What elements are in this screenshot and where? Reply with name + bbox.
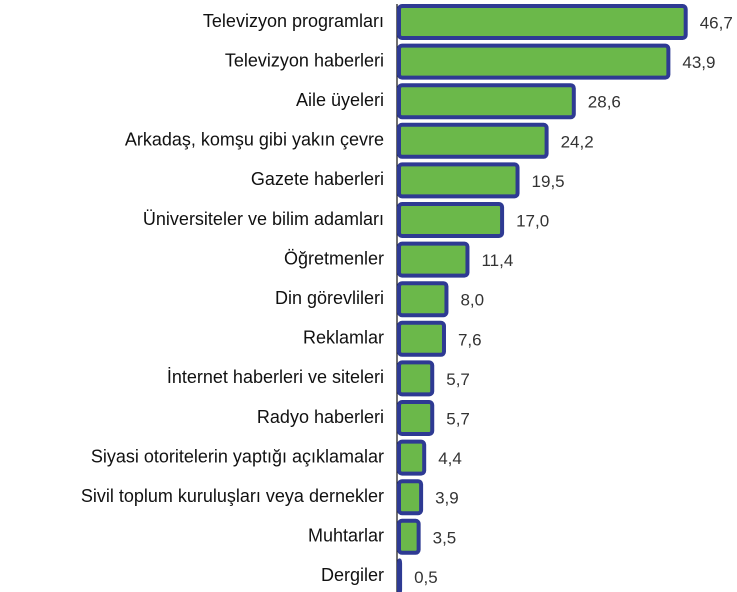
value-label: 3,5 xyxy=(433,528,457,547)
category-label: Arkadaş, komşu gibi yakın çevre xyxy=(125,130,384,150)
category-label: Dergiler xyxy=(321,565,384,585)
bar xyxy=(397,558,403,592)
value-label: 7,6 xyxy=(458,330,482,349)
category-label: Reklamlar xyxy=(303,328,384,348)
bar xyxy=(397,320,446,357)
category-label: Üniversiteler ve bilim adamları xyxy=(143,209,384,229)
category-label: Sivil toplum kuruluşları veya dernekler xyxy=(81,486,384,506)
value-label: 4,4 xyxy=(438,449,462,468)
bar xyxy=(397,518,421,555)
category-label: Muhtarlar xyxy=(308,526,384,546)
value-label: 0,5 xyxy=(414,568,438,587)
category-label: İnternet haberleri ve siteleri xyxy=(167,367,384,387)
category-label: Gazete haberleri xyxy=(251,169,384,189)
category-label: Aile üyeleri xyxy=(296,90,384,110)
category-label: Öğretmenler xyxy=(284,248,384,268)
value-label: 24,2 xyxy=(561,132,594,151)
bar xyxy=(397,43,671,80)
bar xyxy=(397,4,688,40)
value-label: 46,7 xyxy=(700,13,733,32)
value-label: 17,0 xyxy=(516,211,549,230)
bar xyxy=(397,162,520,199)
bar xyxy=(397,202,505,238)
bar xyxy=(397,439,427,476)
category-label: Radyo haberleri xyxy=(257,407,384,427)
value-label: 43,9 xyxy=(682,53,715,72)
value-label: 28,6 xyxy=(588,93,621,112)
bar xyxy=(397,479,424,516)
bar xyxy=(397,122,549,159)
value-label: 3,9 xyxy=(435,489,459,508)
bar xyxy=(397,400,435,436)
bar xyxy=(397,83,576,120)
category-label: Televizyon haberleri xyxy=(225,50,384,70)
category-label: Televizyon programları xyxy=(203,11,384,31)
bar xyxy=(397,241,470,278)
category-label: Din görevlileri xyxy=(275,288,384,308)
bar xyxy=(397,360,435,397)
value-label: 11,4 xyxy=(481,251,513,270)
value-label: 5,7 xyxy=(446,409,470,428)
value-label: 19,5 xyxy=(532,172,565,191)
value-label: 8,0 xyxy=(460,291,484,310)
value-label: 5,7 xyxy=(446,370,470,389)
bar xyxy=(397,281,449,318)
category-label: Siyasi otoritelerin yaptığı açıklamalar xyxy=(91,446,384,466)
